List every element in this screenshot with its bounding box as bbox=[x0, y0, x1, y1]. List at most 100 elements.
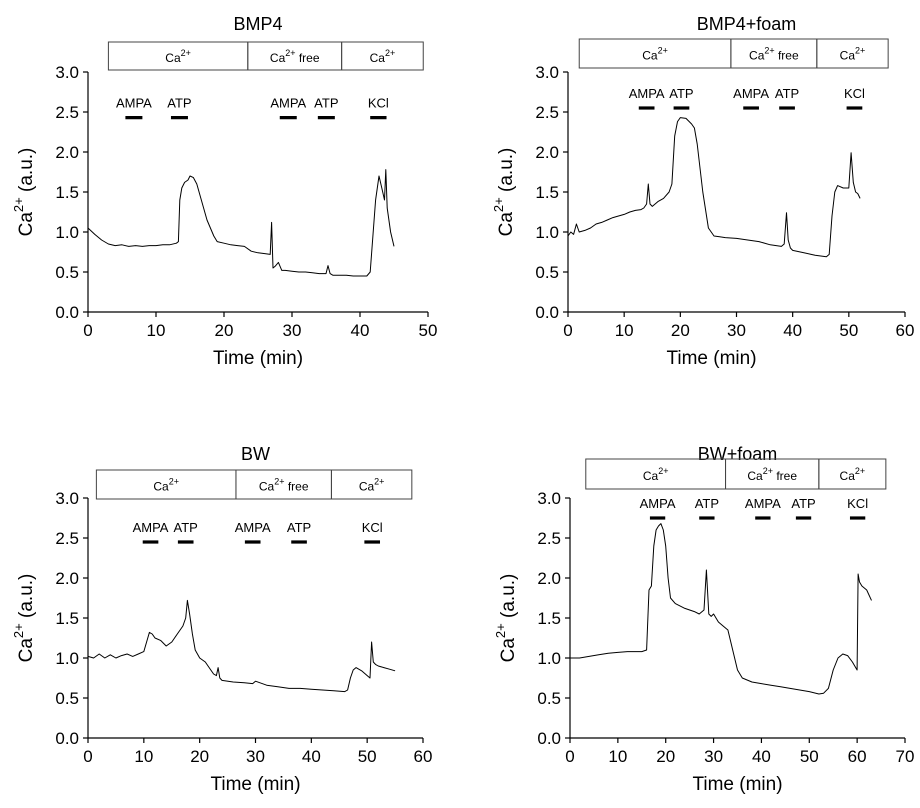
drug-label: ATP bbox=[174, 520, 198, 535]
x-tick-label: 10 bbox=[147, 321, 166, 340]
condition-label: Ca2+ bbox=[840, 46, 866, 63]
drug-label: KCl bbox=[844, 86, 865, 101]
x-tick-label: 50 bbox=[358, 747, 377, 766]
x-tick-label: 30 bbox=[246, 747, 265, 766]
condition-label: Ca2+ bbox=[642, 46, 668, 63]
drug-label: AMPA bbox=[745, 496, 781, 511]
drug-label: AMPA bbox=[133, 520, 169, 535]
y-axis-label: Ca2+ (a.u.) bbox=[11, 148, 37, 237]
x-axis-label: Time (min) bbox=[210, 774, 300, 795]
drug-label: AMPA bbox=[116, 96, 152, 111]
condition-bar: Ca2+ Ca2+ free Ca2+ bbox=[578, 38, 889, 69]
y-tick-label: 1.0 bbox=[55, 223, 79, 242]
condition-superscript: 2+ bbox=[385, 48, 395, 58]
drug-label: ATP bbox=[314, 96, 338, 111]
condition-superscript: 2+ bbox=[763, 466, 773, 476]
x-tick-label: 30 bbox=[283, 321, 302, 340]
condition-superscript: 2+ bbox=[658, 466, 668, 476]
drug-label: ATP bbox=[167, 96, 191, 111]
x-tick-label: 10 bbox=[608, 747, 627, 766]
condition-suffix: free bbox=[296, 51, 320, 65]
drug-label: KCl bbox=[847, 496, 868, 511]
condition-bar: Ca2+ Ca2+ free Ca2+ bbox=[107, 41, 424, 71]
condition-label: Ca2+ bbox=[370, 48, 396, 65]
y-tick-label: 0.0 bbox=[535, 303, 559, 322]
condition-ion: Ca bbox=[840, 49, 856, 63]
drug-label: ATP bbox=[669, 86, 693, 101]
chart-title: BW bbox=[241, 444, 270, 464]
y-tick-label: 2.0 bbox=[55, 143, 79, 162]
drug-applications: AMPA ATP AMPA ATP KCl bbox=[629, 86, 865, 110]
condition-box bbox=[816, 38, 889, 69]
series-line bbox=[567, 117, 861, 258]
x-tick-label: 10 bbox=[615, 321, 634, 340]
drug-label: AMPA bbox=[640, 496, 676, 511]
condition-ion: Ca bbox=[165, 51, 181, 65]
condition-bar: Ca2+ Ca2+ free Ca2+ bbox=[585, 458, 887, 490]
y-tick-label: 2.5 bbox=[535, 103, 559, 122]
drug-applications: AMPA ATP AMPA ATP KCl bbox=[640, 496, 868, 520]
y-tick-label: 1.0 bbox=[537, 649, 561, 668]
series-line bbox=[87, 169, 395, 277]
y-tick-label: 2.0 bbox=[535, 143, 559, 162]
drug-label: AMPA bbox=[270, 96, 306, 111]
y-label-ion: Ca bbox=[16, 212, 37, 237]
x-tick-label: 70 bbox=[896, 747, 915, 766]
condition-superscript: 2+ bbox=[285, 48, 295, 58]
x-tick-label: 60 bbox=[414, 747, 433, 766]
y-tick-label: 2.0 bbox=[537, 569, 561, 588]
drug-applications: AMPA ATP AMPA ATP KCl bbox=[116, 96, 389, 120]
y-tick-label: 0.5 bbox=[535, 263, 559, 282]
x-tick-label: 30 bbox=[727, 321, 746, 340]
condition-label: Ca2+ bbox=[165, 48, 191, 65]
y-tick-label: 3.0 bbox=[535, 63, 559, 82]
y-tick-label: 0.5 bbox=[55, 689, 79, 708]
y-label-superscript: 2+ bbox=[491, 197, 506, 212]
y-axis-label: Ca2+ (a.u.) bbox=[11, 574, 37, 663]
condition-superscript: 2+ bbox=[374, 477, 384, 487]
y-tick-label: 0.0 bbox=[537, 729, 561, 748]
condition-superscript: 2+ bbox=[658, 46, 668, 56]
condition-label: Ca2+ bbox=[359, 477, 385, 494]
x-tick-label: 40 bbox=[351, 321, 370, 340]
x-tick-label: 50 bbox=[419, 321, 438, 340]
x-axis-label: Time (min) bbox=[213, 348, 303, 369]
condition-superscript: 2+ bbox=[181, 48, 191, 58]
y-label-superscript: 2+ bbox=[11, 197, 26, 212]
x-tick-label: 50 bbox=[800, 747, 819, 766]
y-tick-label: 1.5 bbox=[535, 183, 559, 202]
x-tick-label: 0 bbox=[563, 321, 572, 340]
y-axis-label: Ca2+ (a.u.) bbox=[491, 148, 517, 237]
condition-bar: Ca2+ Ca2+ free Ca2+ bbox=[95, 469, 413, 500]
series-line bbox=[570, 523, 872, 695]
y-tick-label: 1.5 bbox=[55, 183, 79, 202]
y-label-units: (a.u.) bbox=[16, 148, 37, 198]
condition-label: Ca2+ bbox=[840, 466, 866, 483]
x-tick-label: 30 bbox=[704, 747, 723, 766]
condition-superscript: 2+ bbox=[764, 46, 774, 56]
condition-ion: Ca bbox=[642, 49, 658, 63]
y-tick-label: 0.0 bbox=[55, 729, 79, 748]
y-tick-label: 3.0 bbox=[55, 489, 79, 508]
y-tick-label: 0.5 bbox=[537, 689, 561, 708]
y-tick-label: 1.5 bbox=[537, 609, 561, 628]
y-axis-label: Ca2+ (a.u.) bbox=[493, 574, 519, 663]
condition-suffix: free bbox=[775, 49, 799, 63]
drug-label: ATP bbox=[695, 496, 719, 511]
condition-label: Ca2+ free bbox=[749, 46, 799, 63]
condition-box bbox=[818, 458, 887, 490]
x-tick-label: 60 bbox=[896, 321, 915, 340]
condition-superscript: 2+ bbox=[855, 46, 865, 56]
x-tick-label: 50 bbox=[839, 321, 858, 340]
condition-box bbox=[330, 469, 413, 500]
y-tick-label: 2.5 bbox=[55, 529, 79, 548]
drug-applications: AMPA ATP AMPA ATP KCl bbox=[133, 520, 383, 544]
condition-label: Ca2+ free bbox=[259, 477, 309, 494]
y-tick-label: 2.0 bbox=[55, 569, 79, 588]
x-tick-label: 20 bbox=[190, 747, 209, 766]
y-label-ion: Ca bbox=[498, 638, 519, 663]
